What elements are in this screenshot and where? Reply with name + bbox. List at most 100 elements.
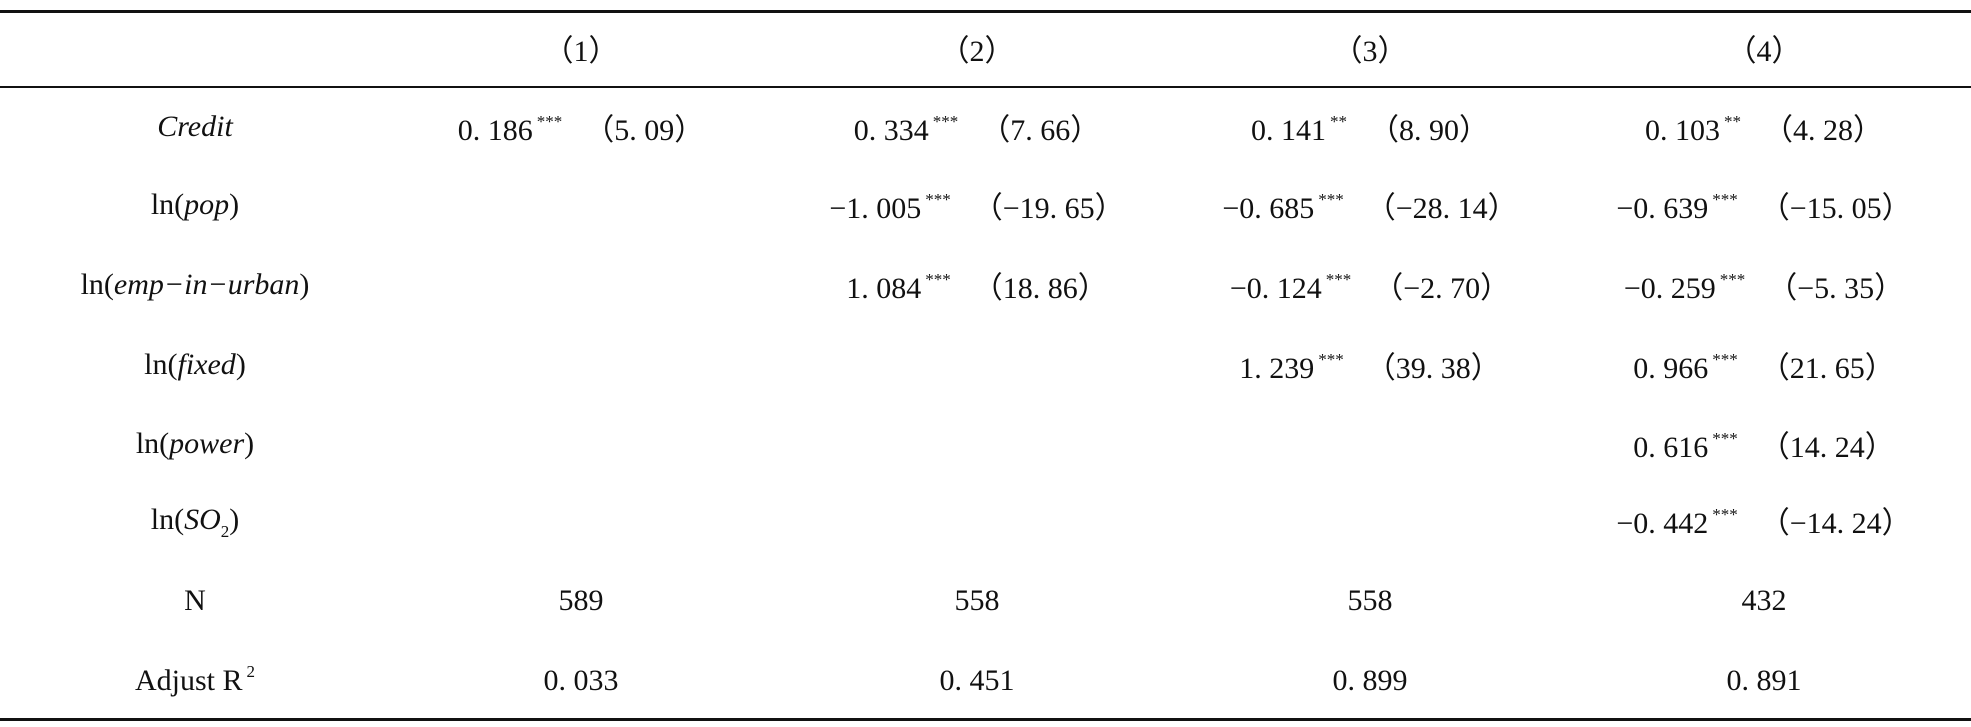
table-cell: −0. 124 *** （−2. 70） — [1230, 263, 1510, 307]
significance-stars: *** — [925, 270, 951, 289]
label-variable: SO — [184, 503, 221, 536]
significance-stars: *** — [1712, 190, 1738, 209]
row-label: ln(SO 2) — [150, 503, 240, 541]
t-statistic: （−5. 35） — [1767, 272, 1905, 305]
label-text: ) — [244, 427, 255, 460]
t-statistic: （−14. 24） — [1759, 507, 1912, 540]
coefficient: 0. 891 — [1726, 664, 1802, 697]
table-cell: 0. 891 — [1727, 664, 1802, 698]
t-statistic: （14. 24） — [1759, 431, 1895, 464]
coefficient: 558 — [954, 584, 1000, 617]
coefficient: 0. 141 — [1251, 114, 1326, 147]
table-cell: 0. 451 — [940, 664, 1015, 698]
significance-stars: *** — [1719, 270, 1746, 289]
coefficient: −0. 685 — [1222, 192, 1315, 225]
table-cell: 0. 033 — [544, 664, 619, 698]
coefficient: 1. 239 — [1239, 352, 1315, 385]
t-statistic: （−15. 05） — [1759, 192, 1912, 225]
t-statistic: （4. 28） — [1763, 114, 1883, 147]
coefficient: 0. 033 — [543, 664, 619, 697]
label-variable: pop — [184, 188, 230, 221]
significance-stars: *** — [925, 190, 951, 209]
significance-stars: *** — [536, 112, 563, 131]
t-statistic: （5. 09） — [584, 114, 705, 147]
label-text: ) — [229, 503, 240, 536]
significance-stars: ** — [1330, 112, 1347, 131]
coefficient: 0. 451 — [939, 664, 1015, 697]
label-subscript: 2 — [220, 522, 230, 541]
coefficient: −1. 005 — [829, 192, 922, 225]
coefficient: 0. 616 — [1633, 431, 1709, 464]
table-cell: 0. 141 ** （8. 90） — [1251, 105, 1489, 149]
label-text: N — [184, 584, 206, 617]
label-text: Adjust R — [134, 664, 243, 697]
significance-stars: *** — [932, 112, 959, 131]
table-cell: 432 — [1742, 584, 1787, 618]
table-cell: −0. 639 *** （−15. 05） — [1616, 183, 1911, 227]
label-text: ln( — [135, 427, 170, 460]
table-cell: 558 — [955, 584, 1000, 618]
top-rule — [0, 10, 1971, 13]
label-text: ln( — [150, 503, 185, 536]
coefficient: 0. 186 — [457, 114, 533, 147]
table-cell: −0. 259 *** （−5. 35） — [1624, 263, 1904, 307]
table-cell: −0. 685 *** （−28. 14） — [1222, 183, 1517, 227]
table-cell: 1. 239 *** （39. 38） — [1239, 343, 1501, 387]
t-statistic: （7. 66） — [980, 114, 1101, 147]
row-label: ln(power) — [136, 427, 254, 461]
table-cell: 0. 899 — [1333, 664, 1408, 698]
coefficient: 0. 966 — [1633, 352, 1709, 385]
column-header: （4） — [1726, 35, 1802, 68]
table-cell: 0. 334 *** （7. 66） — [854, 105, 1101, 149]
header-rule — [0, 86, 1971, 88]
label-variable: power — [169, 427, 245, 460]
table-cell: 0. 103 ** （4. 28） — [1645, 105, 1883, 149]
coefficient: 0. 103 — [1645, 114, 1720, 147]
table-cell: −1. 005 *** （−19. 65） — [829, 183, 1124, 227]
table-cell: 1. 084 *** （18. 86） — [846, 263, 1108, 307]
coefficient: −0. 442 — [1616, 507, 1709, 540]
row-label: Credit — [157, 110, 233, 144]
row-label: N — [184, 584, 206, 618]
label-variable: Credit — [157, 110, 233, 143]
significance-stars: *** — [1712, 429, 1738, 448]
coefficient: 1. 084 — [846, 272, 922, 305]
significance-stars: *** — [1712, 505, 1738, 524]
coefficient: −0. 124 — [1229, 272, 1322, 305]
label-text: ) — [229, 188, 240, 221]
t-statistic: （21. 65） — [1759, 352, 1895, 385]
column-header: （3） — [1332, 35, 1408, 68]
bottom-rule — [0, 718, 1971, 721]
label-text: ln( — [150, 188, 185, 221]
t-statistic: （39. 38） — [1365, 352, 1501, 385]
label-text: ) — [235, 348, 246, 381]
coefficient: −0. 639 — [1616, 192, 1709, 225]
row-label: ln(fixed) — [144, 348, 246, 382]
significance-stars: *** — [1325, 270, 1352, 289]
significance-stars: *** — [1318, 190, 1344, 209]
coefficient: 432 — [1741, 584, 1787, 617]
coefficient: 0. 899 — [1332, 664, 1408, 697]
label-variable: fixed — [177, 348, 236, 381]
label-variable: emp−in−urban — [113, 268, 300, 301]
table-cell: 0. 966 *** （21. 65） — [1633, 343, 1895, 387]
coefficient: −0. 259 — [1623, 272, 1716, 305]
row-label: ln(emp−in−urban) — [81, 268, 310, 302]
table-cell: 558 — [1348, 584, 1393, 618]
coefficient: 558 — [1347, 584, 1393, 617]
table-cell: 0. 186 *** （5. 09） — [458, 105, 705, 149]
t-statistic: （18. 86） — [972, 272, 1108, 305]
column-header: （2） — [939, 35, 1015, 68]
table-cell: 589 — [559, 584, 604, 618]
coefficient: 589 — [558, 584, 604, 617]
t-statistic: （−2. 70） — [1373, 272, 1511, 305]
label-text: ln( — [80, 268, 114, 301]
column-header: （1） — [543, 35, 619, 68]
label-text: ln( — [144, 348, 178, 381]
significance-stars: ** — [1724, 112, 1741, 131]
significance-stars: *** — [1318, 350, 1344, 369]
coefficient: 0. 334 — [853, 114, 929, 147]
table-cell: 0. 616 *** （14. 24） — [1633, 422, 1895, 466]
